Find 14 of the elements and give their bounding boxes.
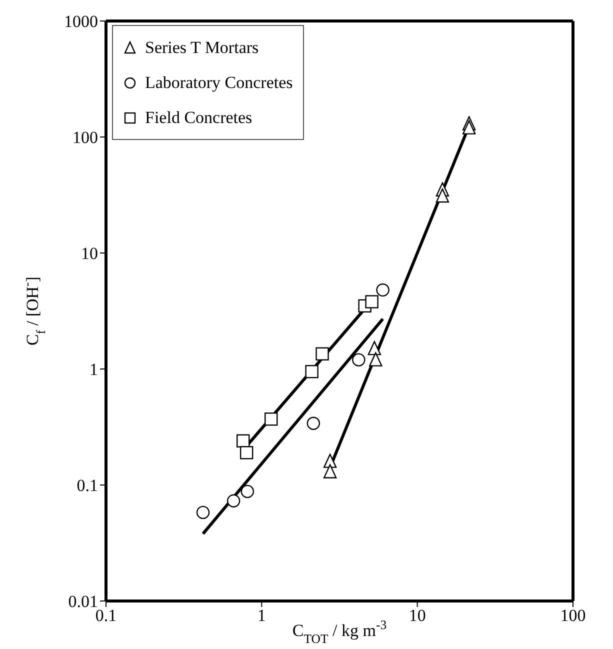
y-tick-label: 10 [81,244,98,264]
y-tick-label: 1000 [64,12,98,32]
y-tick-label: 0.1 [76,476,98,496]
legend-label: Field Concretes [145,108,252,128]
y-tick-label: 1 [90,360,98,380]
y-tick-label: 0.01 [68,592,98,612]
x-tick-label: 0.1 [95,606,117,626]
y-tick-label: 100 [72,128,98,148]
x-tick-label: 100 [560,606,586,626]
x-tick-label: 1 [257,606,266,626]
x-tick-label: 10 [408,606,426,626]
legend-label: Series T Mortars [145,38,259,58]
x-axis-title: C$_{TOT}$ / kg m$^{-3}$ [292,618,387,646]
legend-label: Laboratory Concretes [145,72,293,92]
